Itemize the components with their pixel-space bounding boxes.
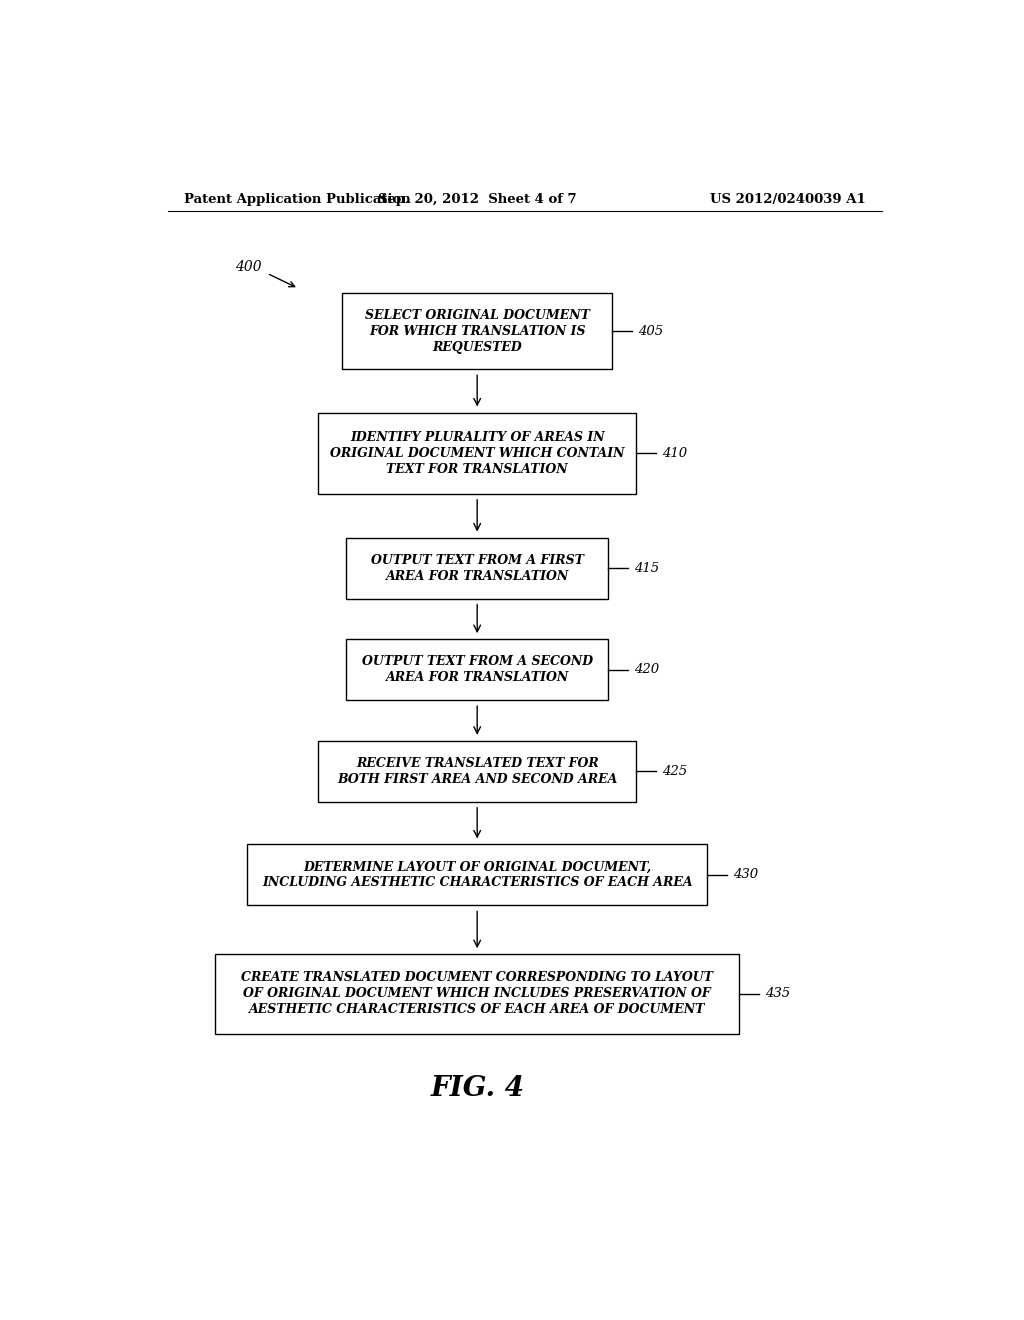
Text: RECEIVE TRANSLATED TEXT FOR
BOTH FIRST AREA AND SECOND AREA: RECEIVE TRANSLATED TEXT FOR BOTH FIRST A… (337, 756, 617, 785)
Text: OUTPUT TEXT FROM A FIRST
AREA FOR TRANSLATION: OUTPUT TEXT FROM A FIRST AREA FOR TRANSL… (371, 553, 584, 582)
Text: 420: 420 (634, 663, 659, 676)
Text: 405: 405 (638, 325, 664, 338)
Text: DETERMINE LAYOUT OF ORIGINAL DOCUMENT,
INCLUDING AESTHETIC CHARACTERISTICS OF EA: DETERMINE LAYOUT OF ORIGINAL DOCUMENT, I… (262, 861, 692, 890)
FancyBboxPatch shape (342, 293, 612, 370)
Text: 415: 415 (634, 561, 659, 574)
Text: FIG. 4: FIG. 4 (430, 1074, 524, 1102)
Text: 400: 400 (236, 260, 262, 275)
Text: 430: 430 (733, 869, 759, 882)
FancyBboxPatch shape (318, 413, 636, 494)
Text: SELECT ORIGINAL DOCUMENT
FOR WHICH TRANSLATION IS
REQUESTED: SELECT ORIGINAL DOCUMENT FOR WHICH TRANS… (365, 309, 590, 354)
FancyBboxPatch shape (346, 537, 608, 598)
Text: CREATE TRANSLATED DOCUMENT CORRESPONDING TO LAYOUT
OF ORIGINAL DOCUMENT WHICH IN: CREATE TRANSLATED DOCUMENT CORRESPONDING… (242, 972, 713, 1016)
FancyBboxPatch shape (215, 954, 739, 1034)
Text: 425: 425 (663, 764, 687, 777)
Text: US 2012/0240039 A1: US 2012/0240039 A1 (711, 193, 866, 206)
Text: IDENTIFY PLURALITY OF AREAS IN
ORIGINAL DOCUMENT WHICH CONTAIN
TEXT FOR TRANSLAT: IDENTIFY PLURALITY OF AREAS IN ORIGINAL … (330, 430, 625, 475)
FancyBboxPatch shape (318, 741, 636, 801)
Text: 435: 435 (765, 987, 791, 1001)
FancyBboxPatch shape (247, 845, 708, 906)
Text: OUTPUT TEXT FROM A SECOND
AREA FOR TRANSLATION: OUTPUT TEXT FROM A SECOND AREA FOR TRANS… (361, 655, 593, 684)
FancyBboxPatch shape (346, 639, 608, 700)
Text: 410: 410 (663, 446, 687, 459)
Text: Patent Application Publication: Patent Application Publication (183, 193, 411, 206)
Text: Sep. 20, 2012  Sheet 4 of 7: Sep. 20, 2012 Sheet 4 of 7 (378, 193, 577, 206)
